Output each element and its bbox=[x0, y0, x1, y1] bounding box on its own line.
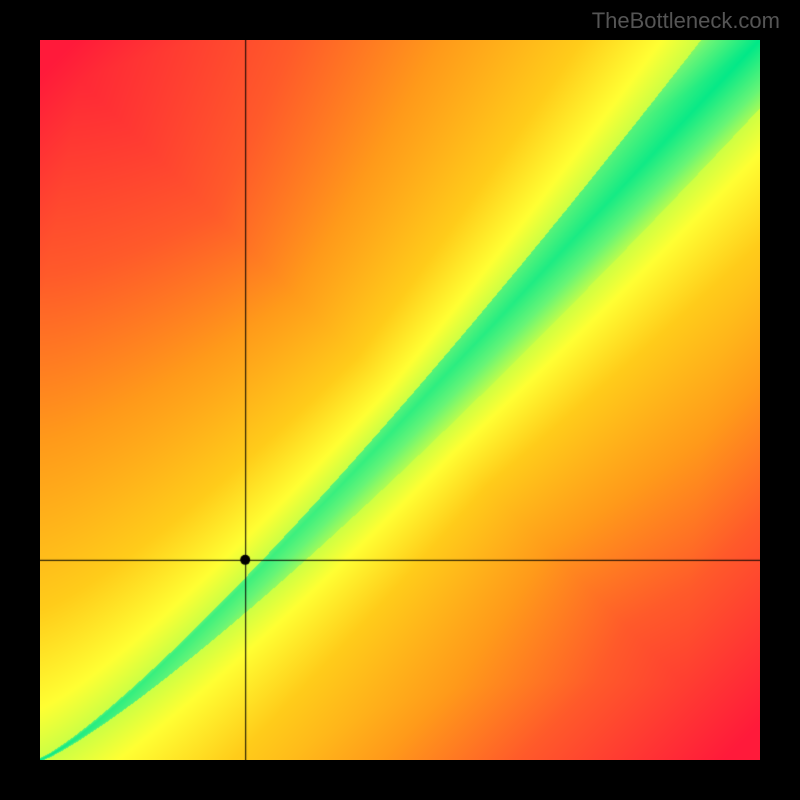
watermark-text: TheBottleneck.com bbox=[592, 8, 780, 34]
heatmap-canvas bbox=[40, 40, 760, 760]
plot-area bbox=[40, 40, 760, 760]
chart-container: TheBottleneck.com bbox=[0, 0, 800, 800]
